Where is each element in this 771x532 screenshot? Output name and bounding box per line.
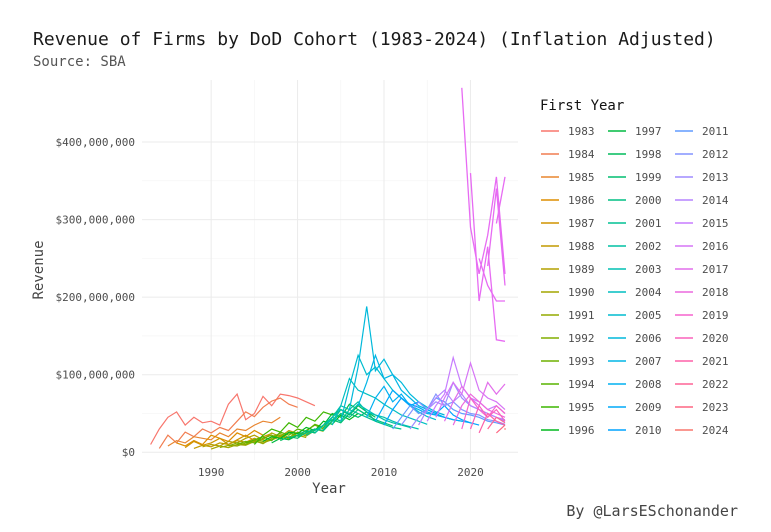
legend-label-1987: 1987 [568, 217, 595, 230]
chart-title: Revenue of Firms by DoD Cohort (1983-202… [33, 29, 716, 50]
series-1993-line [236, 420, 333, 446]
series-1984-line [158, 397, 298, 449]
series-2022-line [487, 416, 506, 430]
series-1992-line [228, 428, 324, 447]
series-1985-line [167, 416, 281, 447]
y-tick-label: $300,000,000 [56, 214, 135, 227]
legend-label-2017: 2017 [702, 263, 729, 276]
series-2018-line [452, 393, 506, 426]
legend-label-1999: 1999 [635, 171, 662, 184]
x-tick-label: 1990 [198, 466, 225, 479]
legend-label-2010: 2010 [635, 424, 662, 437]
legend-label-2019: 2019 [702, 309, 729, 322]
legend-label-2023: 2023 [702, 401, 729, 414]
legend-label-1984: 1984 [568, 148, 595, 161]
legend-label-1997: 1997 [635, 125, 662, 138]
legend-label-1989: 1989 [568, 263, 595, 276]
series-high-revenue-line [469, 173, 506, 342]
x-axis-ticks: 1990 2000 2010 2020 [198, 466, 484, 479]
series-2010-line [383, 397, 480, 426]
legend-label-2008: 2008 [635, 378, 662, 391]
legend-label-1991: 1991 [568, 309, 595, 322]
series-2011-line [392, 397, 506, 430]
legend-label-1988: 1988 [568, 240, 595, 253]
x-tick-label: 2010 [371, 466, 398, 479]
y-tick-label: $0 [122, 446, 135, 459]
series-2004-line [331, 377, 428, 426]
chart-subtitle: Source: SBA [33, 54, 126, 70]
series-2009-line [374, 389, 471, 424]
legend-label-1995: 1995 [568, 401, 595, 414]
legend-label-1998: 1998 [635, 148, 662, 161]
series-2003-line [323, 403, 419, 430]
legend-title: First Year [540, 98, 624, 114]
legend-label-2002: 2002 [635, 240, 662, 253]
series-2020-line [469, 404, 506, 430]
series-1991-line [219, 429, 316, 449]
x-tick-label: 2000 [284, 466, 311, 479]
legend-label-1985: 1985 [568, 171, 595, 184]
series-2016-line [435, 361, 506, 418]
x-tick-label: 2020 [457, 466, 484, 479]
legend-label-2012: 2012 [702, 148, 729, 161]
legend-label-1983: 1983 [568, 125, 595, 138]
series-1983-line [150, 392, 316, 445]
legend-label-1986: 1986 [568, 194, 595, 207]
legend-label-1993: 1993 [568, 355, 595, 368]
legend-label-1990: 1990 [568, 286, 595, 299]
legend-label-2024: 2024 [702, 424, 729, 437]
legend-label-2021: 2021 [702, 355, 729, 368]
legend-label-2013: 2013 [702, 171, 729, 184]
legend-label-2003: 2003 [635, 263, 662, 276]
series-2024-point [504, 428, 506, 430]
legend-label-1992: 1992 [568, 332, 595, 345]
y-tick-label: $400,000,000 [56, 136, 135, 149]
legend-label-1996: 1996 [568, 424, 595, 437]
legend-label-2020: 2020 [702, 332, 729, 345]
chart-caption: By @LarsESchonander [566, 502, 738, 520]
series-2019-line [461, 396, 506, 430]
x-axis-title: Year [312, 481, 346, 497]
series-1988-line [193, 436, 281, 449]
legend: 1983 1984 1985 1986 1987 1988 1989 1990 1991 1992… [541, 125, 729, 437]
legend-label-2007: 2007 [635, 355, 662, 368]
legend-label-2000: 2000 [635, 194, 662, 207]
series-lines [150, 87, 506, 450]
legend-label-2009: 2009 [635, 401, 662, 414]
legend-label-2004: 2004 [635, 286, 662, 299]
y-tick-label: $200,000,000 [56, 291, 135, 304]
series-high-revenue-line [487, 188, 506, 286]
y-tick-label: $100,000,000 [56, 369, 135, 382]
series-2023-line [495, 424, 506, 434]
series-2017-line [443, 381, 506, 422]
legend-label-2014: 2014 [702, 194, 729, 207]
y-axis-ticks: $0 $100,000,000 $200,000,000 $300,000,000 $4… [56, 136, 135, 459]
series-high-revenue-line [495, 176, 506, 224]
series-high-revenue-line [478, 258, 505, 302]
grid-lines [142, 80, 518, 460]
legend-label-2006: 2006 [635, 332, 662, 345]
legend-label-2015: 2015 [702, 217, 729, 230]
legend-label-2018: 2018 [702, 286, 729, 299]
y-axis-title: Revenue [31, 240, 47, 299]
legend-label-2001: 2001 [635, 217, 662, 230]
legend-label-2005: 2005 [635, 309, 662, 322]
legend-label-2011: 2011 [702, 125, 729, 138]
series-2021-line [478, 412, 506, 434]
legend-label-1994: 1994 [568, 378, 595, 391]
legend-label-2022: 2022 [702, 378, 729, 391]
legend-label-2016: 2016 [702, 240, 729, 253]
series-high-revenue-line [461, 87, 506, 275]
